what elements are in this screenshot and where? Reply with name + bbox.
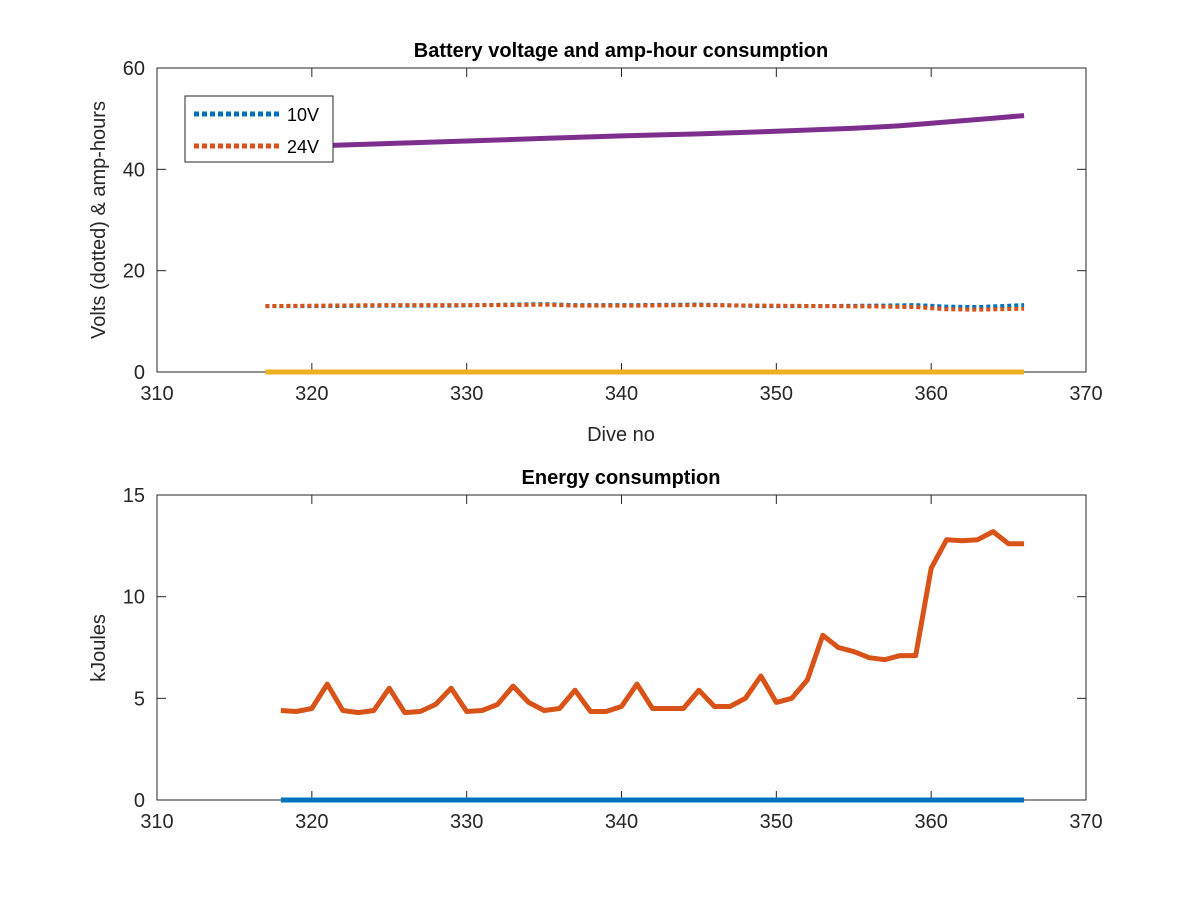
x-tick-label: 350 bbox=[760, 383, 793, 405]
y-tick-label: 20 bbox=[123, 261, 145, 283]
y-tick-label: 0 bbox=[134, 362, 145, 384]
x-tick-label: 360 bbox=[914, 383, 947, 405]
series-line-2 bbox=[265, 113, 1025, 150]
axis-ticks: 310 320 330 340 350 360 370 0 5 10 15 bbox=[123, 485, 1103, 833]
x-tick-label: 310 bbox=[140, 811, 173, 833]
x-tick-label: 360 bbox=[914, 811, 947, 833]
x-tick-label: 310 bbox=[140, 383, 173, 405]
legend-label-24v: 24V bbox=[287, 137, 319, 157]
x-axis-label: Dive no bbox=[587, 424, 655, 446]
x-tick-label: 340 bbox=[605, 811, 638, 833]
series-line-0 bbox=[280, 529, 1025, 716]
y-axis-label: Volts (dotted) & amp-hours bbox=[88, 101, 110, 339]
legend-label-10v: 10V bbox=[287, 105, 319, 125]
y-tick-label: 0 bbox=[134, 790, 145, 812]
y-axis-label: kJoules bbox=[88, 614, 110, 682]
data-lines bbox=[280, 529, 1025, 803]
legend-box bbox=[184, 95, 334, 163]
series-line-24v bbox=[265, 302, 1025, 312]
y-tick-label: 15 bbox=[123, 485, 145, 507]
x-tick-label: 350 bbox=[760, 811, 793, 833]
x-tick-label: 320 bbox=[295, 811, 328, 833]
axis-ticks: 310 320 330 340 350 360 370 0 20 40 60 bbox=[123, 58, 1103, 405]
voltage-amphour-axes: Battery voltage and amp-hour consumption… bbox=[88, 40, 1103, 446]
x-tick-label: 330 bbox=[450, 811, 483, 833]
legend: 10V 24V bbox=[184, 95, 334, 163]
x-tick-label: 370 bbox=[1069, 383, 1102, 405]
x-tick-label: 370 bbox=[1069, 811, 1102, 833]
data-lines bbox=[265, 113, 1025, 375]
y-tick-label: 5 bbox=[134, 688, 145, 710]
x-tick-label: 340 bbox=[605, 383, 638, 405]
x-tick-label: 330 bbox=[450, 383, 483, 405]
y-tick-label: 10 bbox=[123, 587, 145, 609]
chart-title: Battery voltage and amp-hour consumption bbox=[414, 40, 828, 62]
energy-consumption-axes: Energy consumption kJoules 310 320 330 340 3… bbox=[88, 467, 1103, 833]
chart-title: Energy consumption bbox=[522, 467, 721, 489]
x-tick-label: 320 bbox=[295, 383, 328, 405]
y-tick-label: 40 bbox=[123, 159, 145, 181]
y-tick-label: 60 bbox=[123, 58, 145, 80]
